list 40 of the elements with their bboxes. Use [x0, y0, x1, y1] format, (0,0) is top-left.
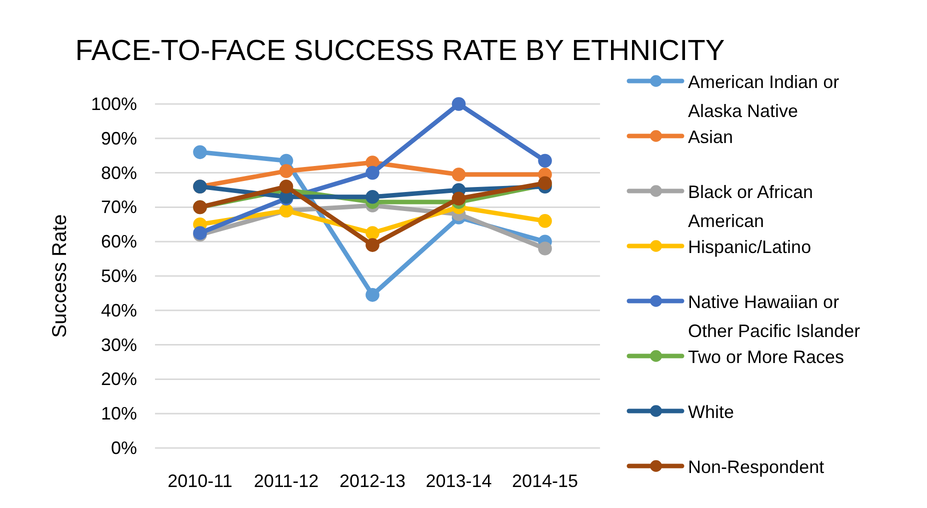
legend-label: Asian [688, 127, 734, 147]
point [366, 166, 380, 180]
x-tick-label: 2014-15 [512, 471, 578, 491]
point [538, 154, 552, 168]
legend-label: Non-Respondent [688, 457, 824, 477]
point [452, 97, 466, 111]
point [366, 226, 380, 240]
point [193, 145, 207, 160]
x-tick-label: 2011-12 [254, 471, 319, 491]
legend-label: Black or African American [688, 182, 814, 231]
y-tick-label: 0% [110, 438, 137, 458]
legend-label: Two or More Races [688, 347, 844, 367]
y-tick-label: 70% [100, 197, 137, 218]
legend-label: Hispanic/Latino [688, 237, 812, 257]
y-tick-label: 20% [100, 369, 137, 390]
point [452, 192, 466, 206]
y-tick-label: 100% [90, 94, 137, 114]
point [279, 164, 294, 178]
y-tick-label: 60% [100, 232, 137, 252]
y-tick-label: 10% [100, 404, 137, 424]
point [538, 214, 552, 228]
legend-label: Native Hawaiian or Other Pacific Islander [688, 292, 860, 341]
legend-label: American Indian or Alaska Native [688, 72, 840, 121]
point [279, 180, 294, 194]
point [366, 288, 380, 302]
y-tick-label: 40% [100, 300, 137, 320]
x-tick-label: 2010-11 [168, 471, 232, 491]
x-tick-label: 2013-14 [426, 471, 492, 491]
y-tick-label: 80% [100, 162, 137, 183]
y-tick-label: 50% [100, 266, 137, 286]
chart-title: FACE-TO-FACE SUCCESS RATE BY ETHNICITY [75, 35, 725, 67]
y-axis-title: Success Rate [49, 214, 71, 338]
y-tick-label: 90% [100, 128, 137, 148]
point [452, 168, 466, 182]
point [366, 190, 380, 204]
legend-label: White [688, 402, 734, 422]
y-tick-label: 30% [100, 334, 137, 355]
point [366, 238, 380, 252]
x-tick-label: 2012-13 [339, 471, 406, 491]
point [538, 242, 552, 256]
